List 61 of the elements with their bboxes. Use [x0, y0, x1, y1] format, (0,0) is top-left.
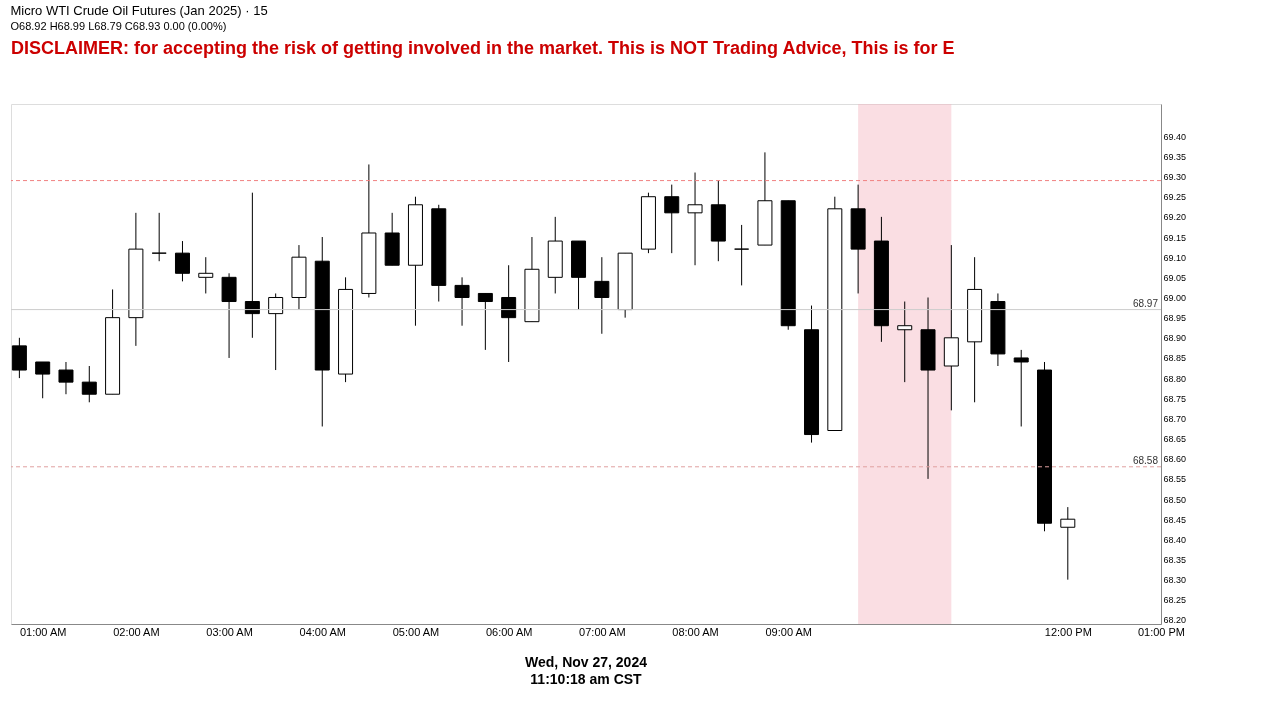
- y-tick-label: 68.85: [1163, 353, 1187, 364]
- x-tick-label: 07:00 AM: [579, 625, 626, 638]
- y-tick-label: 68.90: [1163, 333, 1187, 344]
- candlestick: [1013, 349, 1029, 427]
- candlestick: [687, 172, 703, 266]
- y-tick-label: 68.55: [1163, 474, 1187, 485]
- x-tick-label: 12:00 PM: [1044, 625, 1092, 638]
- y-tick-label: 68.50: [1163, 494, 1187, 505]
- y-tick-label: 69.05: [1163, 272, 1187, 283]
- candlestick: [1060, 506, 1076, 581]
- x-tick-label: 03:00 AM: [206, 625, 253, 638]
- y-tick-label: 68.95: [1163, 313, 1187, 324]
- text: DISCLAIMER: for accepting the risk of getting involved in the market. This is NOT Trading Advice, This is for E: [11, 38, 955, 58]
- y-tick-label: 69.00: [1163, 292, 1187, 303]
- x-tick-label: 05:00 AM: [392, 625, 440, 638]
- y-tick-label: 68.75: [1163, 393, 1187, 404]
- y-tick-label: 68.80: [1163, 373, 1187, 384]
- x-tick-label: 04:00 AM: [299, 625, 347, 638]
- y-tick-label: 69.40: [1163, 131, 1187, 142]
- y-tick-label: 69.20: [1163, 212, 1187, 223]
- x-tick-label: 08:00 AM: [672, 625, 719, 638]
- y-tick-label: 68.40: [1163, 534, 1187, 545]
- text: 11:10:18 am CST: [530, 671, 643, 687]
- y-tick-label: 69.15: [1163, 232, 1187, 243]
- candlestick: [244, 192, 260, 339]
- y-tick-label: 69.35: [1163, 151, 1187, 162]
- chart-subtitle: O68.92 H68.99 L68.79 C68.93 0.00 (0.00%): [10, 20, 227, 32]
- y-tick-label: 68.35: [1163, 555, 1187, 565]
- candlestick: [35, 361, 51, 399]
- chart-title: Micro WTI Crude Oil Futures (Jan 2025) · 15: [10, 3, 268, 18]
- candlestick: [501, 264, 517, 363]
- y-tick-label: 69.25: [1163, 192, 1187, 203]
- candlestick: [81, 365, 97, 403]
- y-tick-label: 68.60: [1163, 454, 1187, 465]
- candlestick: [268, 292, 284, 371]
- y-tick-label: 68.45: [1163, 514, 1187, 525]
- candlestick: [594, 256, 610, 335]
- x-tick-label: 06:00 AM: [485, 625, 533, 638]
- y-tick-label: 69.10: [1163, 252, 1187, 263]
- candlestick: [664, 184, 680, 254]
- x-tick-label: 01:00 PM: [1137, 625, 1186, 638]
- x-tick-label: 01:00 AM: [19, 625, 67, 638]
- candlestick: [198, 256, 214, 294]
- ref-line-label: 68.97: [1132, 297, 1159, 309]
- x-tick-label: 02:00 AM: [113, 625, 160, 638]
- y-tick-label: 68.65: [1163, 434, 1187, 445]
- candlestick: [897, 301, 913, 383]
- candlestick: [151, 212, 167, 262]
- ref-line-label: 68.58: [1132, 454, 1159, 466]
- candlestick: [477, 292, 493, 351]
- candlestick: [174, 240, 190, 282]
- y-tick-label: 68.20: [1163, 615, 1187, 626]
- candlestick: [734, 224, 750, 286]
- x-tick-label: 09:00 AM: [765, 625, 812, 638]
- y-tick-label: 69.30: [1163, 172, 1187, 183]
- candlestick: [454, 276, 470, 327]
- y-tick-label: 68.25: [1163, 595, 1187, 606]
- y-tick-label: 68.30: [1163, 575, 1187, 586]
- text: Wed, Nov 27, 2024: [525, 654, 648, 670]
- candlestick: [58, 361, 74, 395]
- y-tick-label: 68.70: [1163, 413, 1187, 424]
